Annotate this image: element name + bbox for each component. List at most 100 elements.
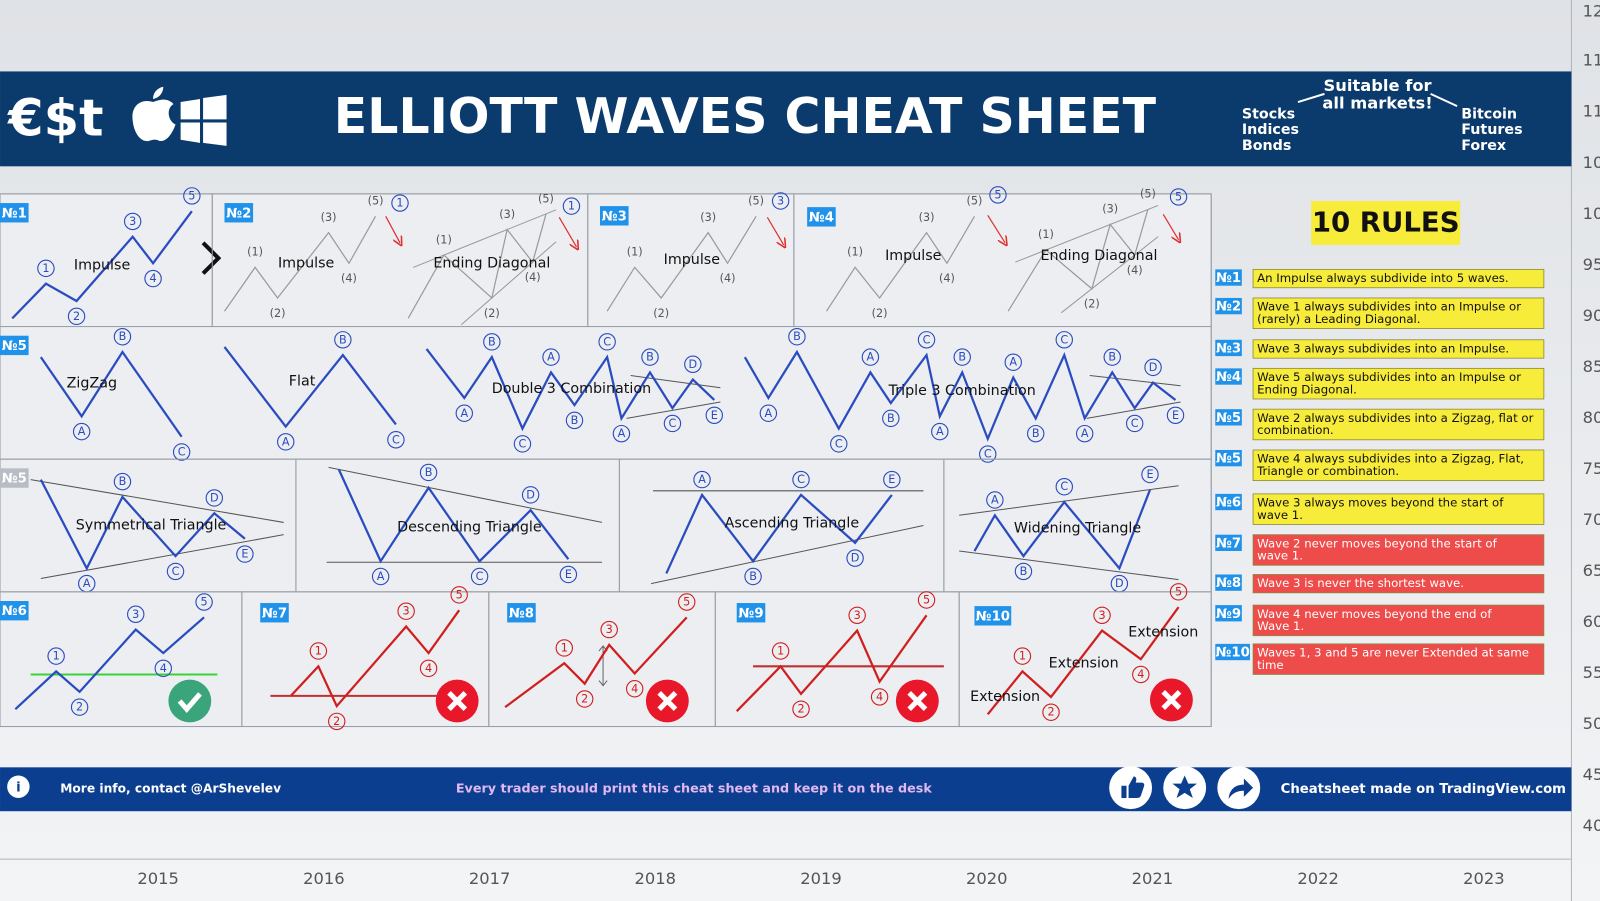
wave-label: (5) <box>538 192 554 205</box>
wave <box>407 214 547 319</box>
wave-label-circle <box>113 328 132 346</box>
wave-label: A <box>78 425 86 438</box>
rule-text: wave 1. <box>1257 508 1303 522</box>
rule-text: Wave 3 always moves beyond the start of <box>1257 496 1504 510</box>
direction-arrow <box>766 217 783 245</box>
wave-label-circle <box>612 424 631 443</box>
wave-label: 1 <box>42 262 49 275</box>
wave-label-circle <box>37 259 55 278</box>
wave-label: E <box>1146 468 1153 481</box>
wave-label-circle <box>989 186 1007 204</box>
info-icon[interactable] <box>7 775 30 798</box>
wave-label: 3 <box>1098 609 1105 622</box>
wave <box>743 349 1177 442</box>
wave-label-circle <box>565 411 584 430</box>
direction-arrow <box>1162 213 1178 240</box>
wave-label: 5 <box>994 188 1001 201</box>
wave-label: (4) <box>341 272 357 285</box>
wave-label: B <box>339 333 347 346</box>
wave-label: C <box>669 417 677 430</box>
wave-label-circle <box>391 194 409 212</box>
market: Stocks <box>1242 106 1295 122</box>
rule-box <box>1252 367 1545 400</box>
rule-badge <box>1215 269 1242 286</box>
wave-label: A <box>765 407 773 420</box>
wave-label-circle <box>113 472 132 491</box>
rule-badge <box>1215 449 1242 467</box>
wave-label: 3 <box>129 215 136 228</box>
like-button[interactable] <box>1109 766 1153 810</box>
rule-text: Wave 5 always subdivides into an Impulse… <box>1257 370 1521 384</box>
price-tick-label: 80 <box>1583 408 1600 427</box>
time-tick-label: 2019 <box>800 869 842 888</box>
wave-label-circle <box>397 602 415 620</box>
tagline-line <box>1297 92 1325 104</box>
wave-label-circle <box>1169 583 1188 601</box>
wave <box>14 616 205 710</box>
wave-label: (2) <box>270 307 286 320</box>
wave-label: C <box>392 433 400 446</box>
wave-label: C <box>835 437 843 450</box>
wave-label-circle <box>334 331 352 349</box>
rule-text: Wave 2 always subdivides into a Zigzag, … <box>1257 411 1533 425</box>
panel-badge-text: №2 <box>226 206 251 221</box>
wave-label-circle <box>123 212 142 231</box>
wave-name: Symmetrical Triangle <box>76 517 227 533</box>
rule-text: Triangle or combination. <box>1256 464 1399 478</box>
wave-label: 5 <box>683 596 690 609</box>
wave-label-circle <box>562 197 581 215</box>
price-tick-label: 10 <box>1583 204 1600 223</box>
price-tick-label: 11 <box>1583 102 1600 121</box>
wave-label: 5 <box>923 593 930 606</box>
favorite-button[interactable] <box>1163 766 1207 810</box>
wave-label: 4 <box>631 682 638 695</box>
rule-badge-text: №1 <box>1216 271 1241 286</box>
wave <box>11 210 193 320</box>
wave-label: C <box>178 446 186 459</box>
cheat-sheet-grid <box>0 193 1212 728</box>
wave-label-circle <box>1075 424 1094 443</box>
rule-badge <box>1215 534 1242 552</box>
wave-label-circle <box>1169 188 1188 206</box>
tagline-line <box>1430 92 1458 108</box>
trend-line <box>1060 236 1159 314</box>
wave-label: C <box>476 570 484 583</box>
wave-label-circle <box>419 463 438 482</box>
wave-label-circle <box>771 642 790 660</box>
price-tick-label: 10 <box>1583 153 1600 172</box>
panel-badge <box>736 603 766 623</box>
rule-badge <box>1215 493 1242 511</box>
wave-label: 4 <box>150 272 157 285</box>
footer-contact: More info, contact @ArShevelev <box>60 781 281 795</box>
wave-label-circle <box>1055 331 1074 349</box>
wave-label: E <box>711 409 718 422</box>
rule-box <box>1252 604 1545 637</box>
wave <box>606 216 757 312</box>
trend-line <box>1089 374 1181 387</box>
wave-label: 2 <box>797 703 804 716</box>
wave-name: ZigZag <box>67 376 117 392</box>
wave-label: 2 <box>333 715 340 728</box>
wave-label: 2 <box>581 692 588 705</box>
wave-label: 2 <box>76 701 83 714</box>
share-button[interactable] <box>1217 766 1261 810</box>
wave-label: (1) <box>436 233 452 246</box>
rule-badge <box>1215 574 1242 591</box>
time-tick-label: 2022 <box>1297 869 1339 888</box>
wave-note: Extension <box>970 689 1040 705</box>
wave-label-circle <box>1103 348 1121 366</box>
wave-label: 2 <box>1047 706 1054 719</box>
wave-label: A <box>991 493 999 506</box>
wave-label: C <box>984 448 992 461</box>
price-tick-label: 90 <box>1583 306 1600 325</box>
wave-name: Triple 3 Combination <box>888 383 1036 399</box>
direction-arrow <box>385 216 400 243</box>
rule-badge <box>1215 643 1250 661</box>
rule-badge-text: №8 <box>1216 576 1241 591</box>
rule-text: time <box>1257 658 1283 672</box>
wave-label: A <box>1081 427 1089 440</box>
wave-name: Ascending Triangle <box>725 515 860 531</box>
wave-label-circle <box>195 593 213 611</box>
wave-label: C <box>1131 417 1139 430</box>
